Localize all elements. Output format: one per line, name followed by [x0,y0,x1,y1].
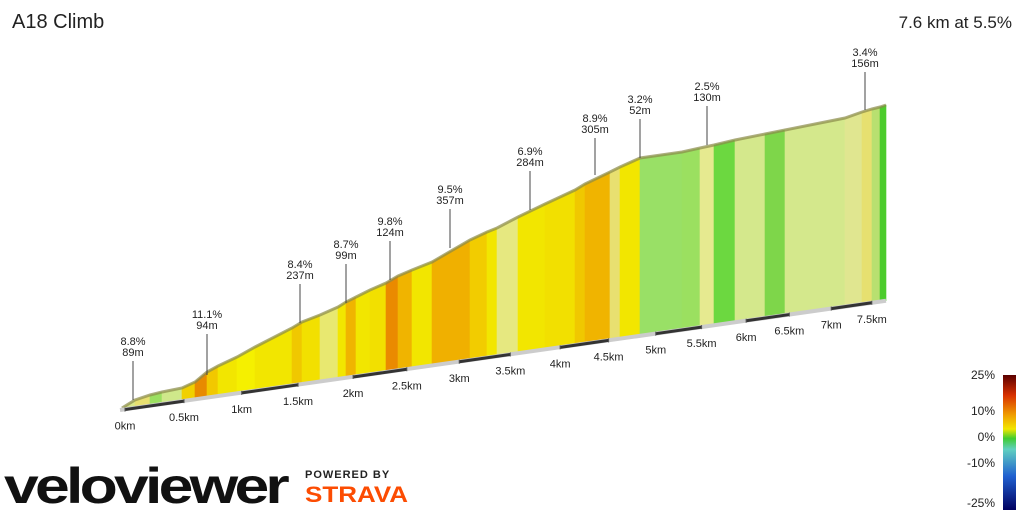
distance-axis: 0km 0.5km 1km 1.5km 2km 2.5km 3km 3.5km 4km 4.5km… [115,300,887,433]
annotation-length: 357m [436,195,464,207]
axis-dash [559,338,609,349]
annotation-length: 284m [516,157,544,169]
annotation-gradient: 3.2% [627,94,652,106]
x-tick-label: 1km [231,404,252,416]
annotation-gradient: 9.5% [437,184,462,196]
annotation-gradient: 2.5% [694,81,719,93]
logo: veloviewer [4,458,289,512]
x-tick-label: 4km [550,358,571,370]
annotation-gradient: 8.7% [333,239,358,251]
legend-bar [1003,375,1016,510]
profile-strip [291,321,303,387]
x-tick-label: 3km [449,373,470,385]
profile-strip [397,269,413,371]
profile-strip [871,106,881,304]
axis-dash [831,301,873,311]
profile-strip [486,227,498,359]
profile-strip [681,147,701,331]
profile-strip [844,111,863,307]
x-tick-label: 7km [821,320,842,332]
x-tick-label: 4.5km [594,351,624,363]
strava: STRAVA [305,482,408,507]
profile-strip [639,151,683,337]
profile-strip [301,314,321,385]
annotation-length: 156m [851,58,879,70]
x-tick-label: 5.5km [687,338,717,350]
annotations: 8.8%89m 11.1%94m 8.4%237m 8.7%99m 9.8%124m 9.… [120,47,879,400]
axis-dash [124,399,185,412]
profile-strip [385,275,399,373]
annotation-length: 124m [376,227,404,239]
annotation-length: 130m [693,92,721,104]
profile-strip [319,306,339,383]
annotation-length: 52m [629,105,650,117]
profile-strip [879,104,887,302]
legend-label: -10% [967,456,995,470]
annotation-length: 94m [196,320,217,332]
axis-dash [352,367,408,379]
profile-strip [584,171,611,345]
x-tick-label: 0.5km [169,412,199,424]
annotation-gradient: 9.8% [377,216,402,228]
annotation-gradient: 6.9% [517,146,542,158]
profile-strip [619,157,641,340]
axis-dash [459,352,511,364]
profile [119,103,887,412]
annotation-length: 89m [122,347,143,359]
profile-top [121,103,887,410]
x-tick-label: 1.5km [283,396,313,408]
x-tick-label: 3.5km [495,365,525,377]
profile-strip [355,289,371,377]
legend-label: 10% [971,404,995,418]
annotation-gradient: 11.1% [192,309,223,321]
profile-strip [574,183,586,346]
x-tick-label: 7.5km [857,314,887,326]
powered-by: POWERED BY [305,469,390,481]
annotation-gradient: 8.9% [582,113,607,125]
title: A18 Climb [12,11,104,33]
profile-strip [713,139,736,326]
profile-strip [337,301,347,380]
axis-dash [745,313,790,323]
annotation-length: 99m [335,250,356,262]
axis-dash [241,383,299,395]
x-tick-label: 0km [115,421,136,433]
annotation-gradient: 8.8% [120,336,145,348]
profile-strip [764,129,786,319]
profile-strip [699,144,715,328]
legend-label: 0% [978,430,996,444]
x-tick-label: 2km [343,388,364,400]
x-tick-label: 5km [645,345,666,357]
summary: 7.6 km at 5.5% [899,13,1012,32]
profile-strip [411,261,433,369]
x-tick-label: 6km [736,332,757,344]
profile-strip [496,216,519,357]
axis-dash [655,325,702,336]
legend-label: -25% [967,496,995,510]
annotation-gradient: 8.4% [287,259,312,271]
annotation-length: 237m [286,270,314,282]
legend: 25% 10% 0% -10% -25% [967,368,995,510]
profile-strip [345,296,357,379]
profile-strip [784,117,846,316]
profile-strip [861,108,873,305]
x-tick-label: 6.5km [774,326,804,338]
profile-strip [734,133,766,323]
profile-strip [469,231,488,361]
profile-strip [517,203,546,354]
annotation-length: 305m [581,124,609,136]
annotation-gradient: 3.4% [852,47,877,59]
profile-strip [609,166,621,341]
profile-strip [369,282,387,375]
legend-label: 25% [971,368,995,382]
profile-strip [544,189,576,350]
x-tick-label: 2.5km [392,380,422,392]
